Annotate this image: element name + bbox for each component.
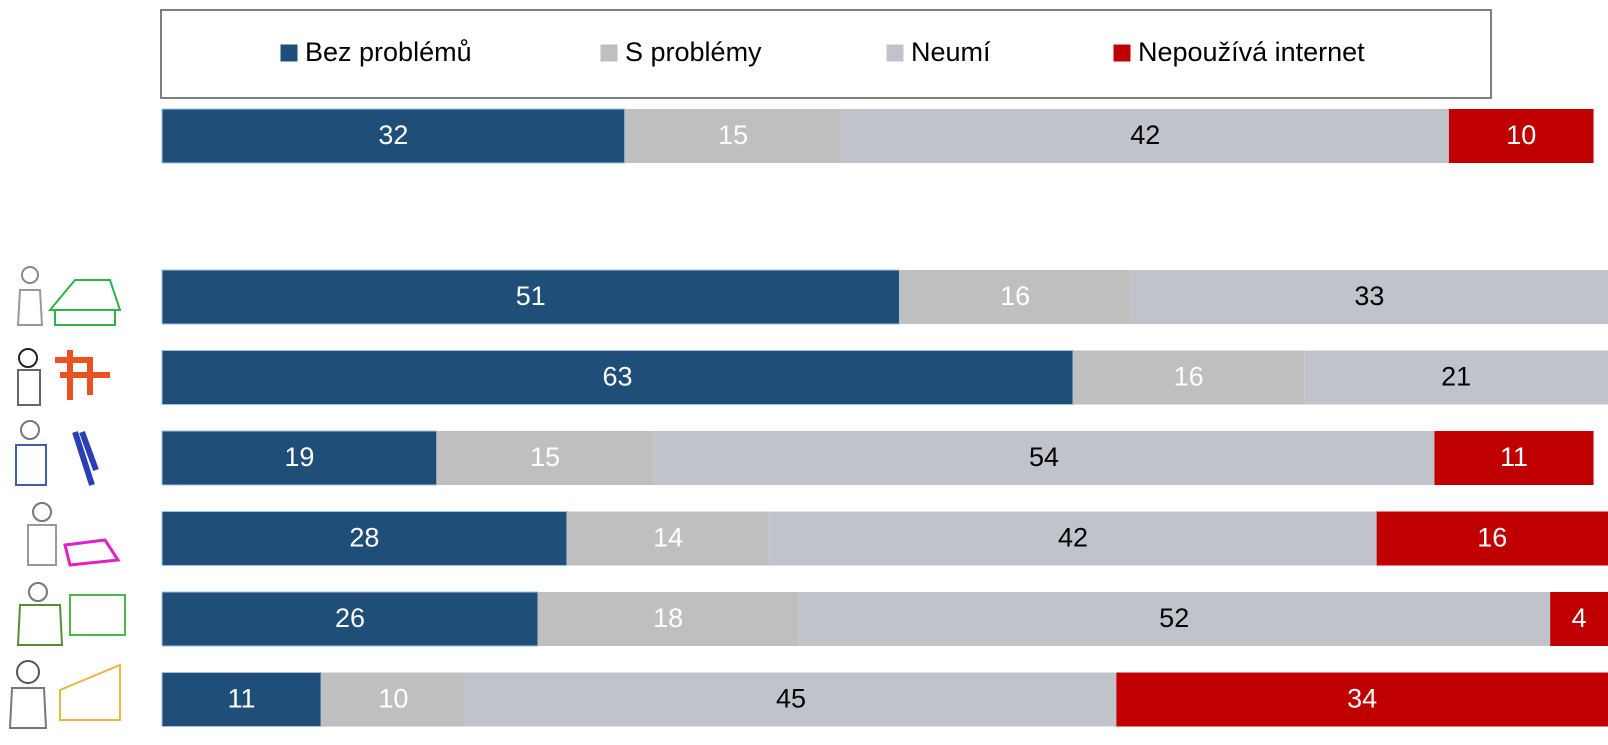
- bar-segment: [537, 592, 799, 646]
- legend-box: [160, 9, 1492, 99]
- value-label: 18: [653, 603, 683, 633]
- value-label: 19: [284, 442, 314, 472]
- value-label: 33: [1354, 281, 1384, 311]
- value-label: 26: [335, 603, 365, 633]
- value-label: 15: [718, 120, 748, 150]
- bar-segment: [624, 109, 842, 163]
- legend-swatch: [1112, 43, 1132, 63]
- bar-segment: [1130, 270, 1608, 324]
- bar-segment: [161, 672, 322, 727]
- icon: [16, 582, 126, 646]
- bar-segment: [899, 270, 1131, 324]
- bar-segment: [161, 350, 1074, 405]
- bar-segment: [161, 511, 568, 566]
- bar-segment: [1448, 109, 1594, 163]
- value-label: 45: [776, 684, 806, 714]
- value-label: 16: [1174, 362, 1204, 392]
- legend-swatch: [599, 43, 619, 63]
- value-label: 42: [1130, 120, 1160, 150]
- value-label: 42: [1058, 523, 1088, 553]
- bar-segment: [1434, 431, 1594, 485]
- value-label: 10: [1506, 120, 1536, 150]
- bar-segment: [161, 108, 626, 164]
- value-label: 11: [1500, 442, 1528, 472]
- bar-segment: [1550, 592, 1608, 646]
- value-label: 54: [1029, 442, 1059, 472]
- bar-segment: [769, 511, 1377, 566]
- bar-segment: [161, 591, 539, 647]
- value-label: 21: [1441, 362, 1471, 392]
- bar-segment: [566, 511, 770, 566]
- value-label: 28: [349, 523, 379, 553]
- value-label: 63: [602, 362, 632, 392]
- bar-segment: [465, 672, 1117, 727]
- value-label: 34: [1347, 684, 1377, 714]
- value-label: 16: [1000, 281, 1030, 311]
- value-label: 14: [653, 523, 683, 553]
- icon: [27, 502, 121, 567]
- legend-label: Nepoužívá internet: [1138, 37, 1365, 67]
- bar-segment: [841, 109, 1449, 163]
- bar-segment: [1116, 672, 1608, 727]
- bar-segment: [1072, 350, 1305, 405]
- bar-segment: [1376, 511, 1608, 566]
- bar-segment: [161, 430, 438, 486]
- legend-label: Neumí: [911, 37, 991, 67]
- bar-segment: [161, 269, 900, 325]
- icon: [8, 660, 121, 729]
- bar-segment: [798, 592, 1551, 646]
- value-label: 15: [530, 442, 560, 472]
- legend-label: S problémy: [625, 37, 762, 67]
- value-label: 51: [516, 281, 546, 311]
- value-label: 4: [1572, 603, 1587, 633]
- value-label: 11: [228, 684, 256, 714]
- row-icons: [8, 266, 126, 729]
- bar-segment: [321, 672, 466, 727]
- legend-swatch: [885, 43, 905, 63]
- legend-swatch: [279, 43, 299, 63]
- bar-segment: [436, 431, 654, 485]
- legend-label: Bez problémů: [305, 37, 472, 67]
- icon: [16, 266, 122, 326]
- value-label: 52: [1159, 603, 1189, 633]
- bar-segment: [653, 431, 1435, 485]
- bar-segment: [1304, 350, 1608, 405]
- value-label: 32: [378, 120, 408, 150]
- icon: [17, 348, 110, 406]
- icon: [15, 420, 99, 486]
- value-label: 10: [378, 684, 408, 714]
- value-label: 16: [1477, 523, 1507, 553]
